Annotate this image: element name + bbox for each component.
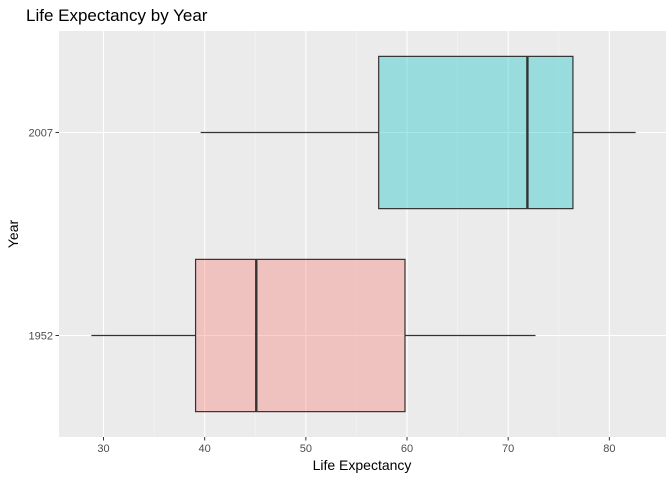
box-iqr: [194, 258, 406, 413]
x-axis-title: Life Expectancy: [313, 457, 412, 473]
x-tick-label: 70: [502, 443, 514, 455]
boxplots: [91, 55, 636, 413]
x-axis: 30 40 50 60 70 80: [97, 437, 615, 455]
y-tick-label: 2007: [29, 128, 53, 140]
y-tick-label: 1952: [29, 331, 53, 343]
x-tick-label: 50: [300, 443, 312, 455]
x-tick-label: 30: [97, 443, 109, 455]
x-tick-label: 80: [603, 443, 615, 455]
x-tick-label: 60: [401, 443, 413, 455]
x-tick-label: 40: [199, 443, 211, 455]
y-axis: 1952 2007: [29, 128, 59, 343]
minor-gridlines: [153, 31, 560, 437]
boxplot-2007: [200, 55, 636, 210]
chart-title: Life Expectancy by Year: [26, 6, 208, 25]
major-gridlines: [59, 31, 666, 437]
plot-panel: [59, 31, 666, 437]
y-axis-title: Year: [5, 220, 21, 249]
box-iqr: [378, 55, 574, 210]
boxplot-1952: [91, 258, 536, 413]
